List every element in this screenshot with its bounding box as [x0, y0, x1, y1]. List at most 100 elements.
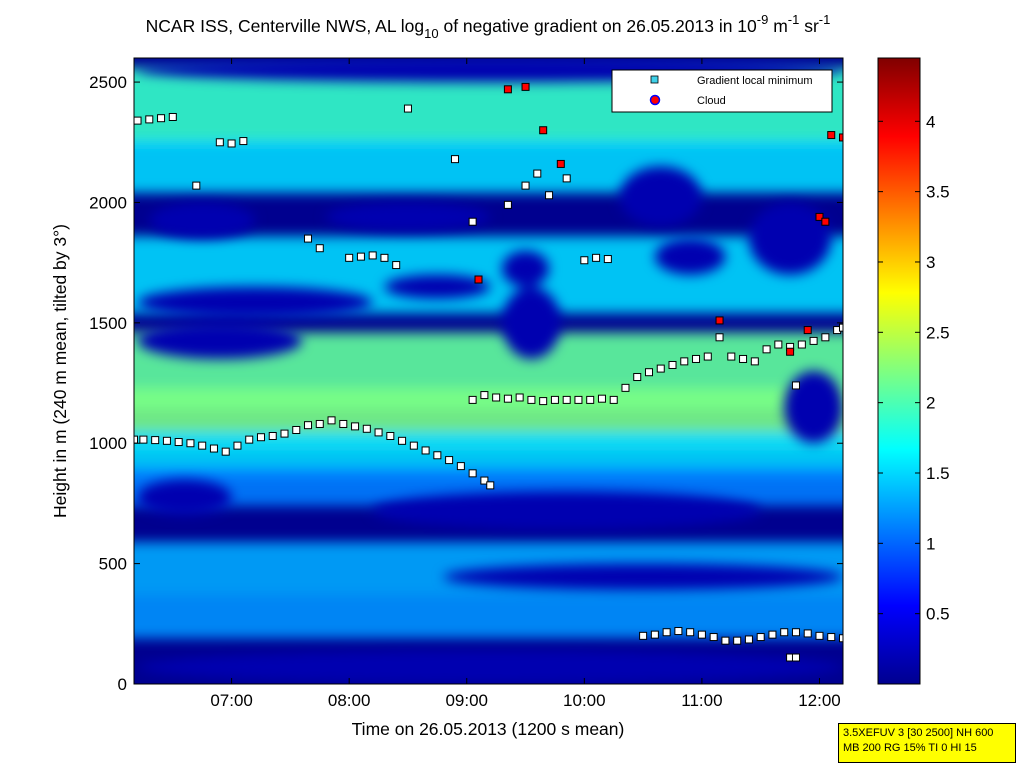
gradient-minimum-marker — [539, 397, 548, 406]
cloud-marker — [503, 85, 512, 94]
gradient-minimum-marker — [280, 429, 289, 438]
gradient-minimum-marker — [304, 234, 313, 243]
legend-label-gradient-minimum: Gradient local minimum — [697, 75, 813, 87]
gradient-minimum-marker — [134, 116, 142, 125]
gradient-minimum-marker — [139, 435, 148, 444]
gradient-minimum-marker — [492, 393, 501, 402]
cloud-marker — [839, 133, 843, 142]
y-tick-label: 500 — [99, 555, 127, 574]
gradient-minimum-marker — [839, 323, 843, 332]
gradient-minimum-marker — [392, 261, 401, 270]
gradient-minimum-marker — [233, 441, 242, 450]
gradient-minimum-marker — [468, 395, 477, 404]
x-tick-label: 07:00 — [210, 691, 253, 710]
heatmap-band — [134, 594, 843, 639]
gradient-minimum-marker — [398, 436, 407, 445]
heatmap-low-region — [619, 166, 702, 227]
gradient-minimum-marker — [368, 251, 377, 260]
y-axis-label: Height in m (240 m mean, tilted by 3°) — [50, 224, 70, 518]
cloud-marker — [815, 212, 824, 221]
gradient-minimum-marker — [168, 112, 177, 121]
gradient-minimum-marker — [527, 395, 536, 404]
plot-frame — [133, 57, 844, 685]
legend: Gradient local minimum Cloud — [611, 69, 833, 113]
legend-label-cloud: Cloud — [697, 95, 726, 107]
cloud-marker — [539, 126, 548, 135]
heatmap-low-region — [502, 286, 561, 359]
gradient-minimum-marker — [574, 395, 583, 404]
heatmap-low-region — [149, 202, 256, 239]
gradient-minimum-marker — [151, 436, 160, 445]
gradient-minimum-marker — [245, 435, 254, 444]
gradient-minimum-marker — [780, 628, 789, 637]
cloud-marker — [556, 159, 565, 168]
gradient-minimum-marker — [480, 476, 489, 485]
heatmap-low-region — [748, 202, 832, 275]
gradient-minimum-marker — [403, 104, 412, 113]
gradient-minimum-marker — [134, 435, 138, 444]
gradient-minimum-marker — [515, 393, 524, 402]
gradient-minimum-marker — [768, 630, 777, 639]
gradient-minimum-marker — [562, 395, 571, 404]
gradient-minimum-marker — [827, 633, 836, 642]
gradient-minimum-marker — [803, 629, 812, 638]
y-tick-label: 1500 — [89, 314, 127, 333]
y-tick-label: 2000 — [89, 193, 127, 212]
gradient-minimum-marker — [692, 354, 701, 363]
colorbar — [877, 57, 921, 685]
cloud-marker — [827, 131, 836, 140]
gradient-minimum-marker — [433, 451, 442, 460]
colorbar-tick-label: 1.5 — [926, 464, 950, 483]
gradient-minimum-marker — [597, 394, 606, 403]
gradient-minimum-marker — [668, 360, 677, 369]
cloud-marker — [474, 275, 483, 284]
gradient-minimum-marker — [380, 253, 389, 262]
chart-title: NCAR ISS, Centerville NWS, AL log10 of n… — [146, 12, 831, 41]
gradient-minimum-marker — [503, 394, 512, 403]
gradient-minimum-marker — [550, 395, 559, 404]
colorbar-tick-label: 0.5 — [926, 605, 950, 624]
heatmap-band — [134, 139, 843, 193]
gradient-minimum-marker — [680, 357, 689, 366]
gradient-minimum-marker — [409, 441, 418, 450]
gradient-minimum-marker — [674, 627, 683, 636]
settings-info-box: 3.5XEFUV 3 [30 2500] NH 600 MB 200 RG 15… — [838, 723, 1016, 763]
gradient-minimum-marker — [227, 139, 236, 148]
gradient-minimum-marker — [709, 633, 718, 642]
gradient-minimum-marker — [774, 340, 783, 349]
gradient-minimum-marker — [662, 628, 671, 637]
heatmap-area — [134, 58, 843, 684]
x-tick-label: 11:00 — [681, 691, 722, 710]
gradient-minimum-marker — [521, 181, 530, 190]
gradient-minimum-marker — [192, 181, 201, 190]
heatmap-low-region — [443, 563, 843, 591]
gradient-minimum-marker — [545, 191, 554, 200]
gradient-minimum-marker — [562, 174, 571, 183]
heatmap-low-region — [137, 479, 232, 516]
gradient-minimum-marker — [351, 422, 360, 431]
legend-marker-cloud — [649, 94, 661, 106]
heatmap-low-region — [372, 491, 761, 530]
heatmap-low-region — [502, 250, 550, 287]
gradient-minimum-marker — [480, 391, 489, 400]
gradient-minimum-marker — [339, 419, 348, 428]
gradient-minimum-marker — [174, 438, 183, 447]
gradient-minimum-marker — [533, 169, 542, 178]
gradient-minimum-marker — [315, 419, 324, 428]
colorbar-tick-label: 1 — [926, 534, 935, 553]
gradient-minimum-marker — [592, 253, 601, 262]
heatmap-low-region — [137, 286, 373, 319]
gradient-minimum-marker — [733, 636, 742, 645]
heatmap-low-region — [654, 238, 726, 275]
gradient-minimum-marker — [697, 630, 706, 639]
gradient-minimum-marker — [503, 200, 512, 209]
cloud-marker — [521, 82, 530, 91]
colorbar-tick-label: 3 — [926, 253, 935, 272]
gradient-minimum-marker — [650, 630, 659, 639]
gradient-minimum-marker — [421, 446, 430, 455]
y-tick-label: 1000 — [89, 434, 127, 453]
x-axis: 07:00 08:00 09:00 10:00 11:00 12:00 — [210, 58, 841, 710]
gradient-minimum-marker — [715, 333, 724, 342]
gradient-minimum-marker — [791, 653, 800, 662]
heatmap-low-region — [137, 322, 303, 359]
